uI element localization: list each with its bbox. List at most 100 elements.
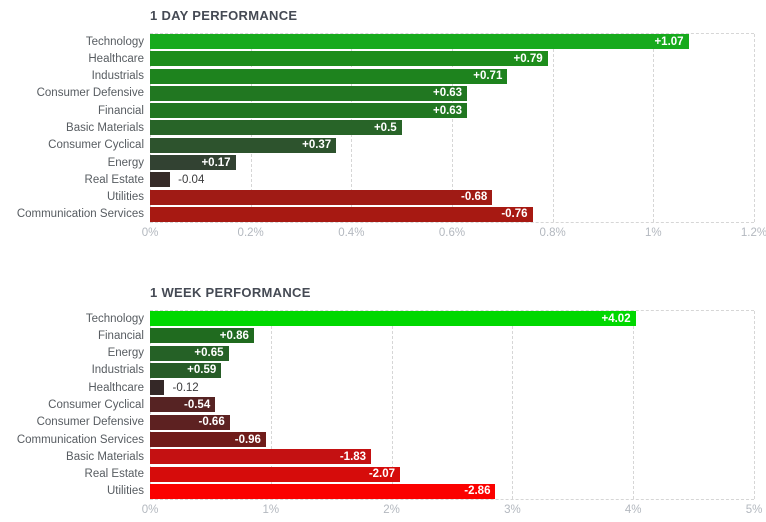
- value-label: -0.66: [198, 416, 225, 429]
- category-label: Industrials: [91, 364, 144, 377]
- bar-track: +0.65: [150, 345, 754, 361]
- performance-bar[interactable]: +0.86: [150, 328, 254, 344]
- value-label: -0.04: [178, 173, 205, 186]
- one-day-performance-chart: 1 DAY PERFORMANCE Technology +1.07 Healthc…: [0, 0, 766, 245]
- gridline: [552, 34, 554, 222]
- bar-track: -0.04: [150, 172, 754, 188]
- bar-row: Consumer Cyclical +0.37: [0, 137, 754, 153]
- category-label: Consumer Cyclical: [48, 139, 144, 152]
- value-label: +0.59: [187, 364, 217, 377]
- performance-bar[interactable]: +0.79: [150, 51, 548, 67]
- value-label: +0.37: [302, 139, 332, 152]
- bar-track: +1.07: [150, 34, 754, 49]
- bar-rows: Technology +4.02 Financial +0.86 Energy +0.65…: [0, 311, 754, 499]
- bar-track: -0.68: [150, 189, 754, 205]
- axis-tick-label: 0.6%: [438, 227, 466, 239]
- performance-bar[interactable]: +0.65: [150, 345, 229, 361]
- bar-row: Energy +0.17: [0, 155, 754, 171]
- performance-bar[interactable]: +0.17: [150, 155, 236, 171]
- category-label: Consumer Cyclical: [48, 398, 144, 411]
- performance-bar[interactable]: +0.63: [150, 103, 468, 119]
- category-label: Utilities: [106, 191, 144, 204]
- performance-bar[interactable]: +4.02: [150, 311, 636, 326]
- value-label: -0.76: [501, 208, 528, 221]
- axis-tick-label: 2%: [383, 504, 400, 516]
- value-label: -0.96: [234, 433, 261, 446]
- performance-bar[interactable]: +0.59: [150, 362, 222, 378]
- bar-track: -2.07: [150, 466, 754, 482]
- performance-bar[interactable]: -2.86: [150, 483, 496, 499]
- bar-track: +0.86: [150, 328, 754, 344]
- bar-track: -0.66: [150, 414, 754, 430]
- bar-track: -1.83: [150, 449, 754, 465]
- gridline: [452, 34, 453, 222]
- value-label: +0.63: [432, 87, 463, 100]
- performance-bar[interactable]: -1.83: [150, 449, 372, 465]
- performance-bar[interactable]: -0.76: [150, 206, 533, 222]
- bar-row: Industrials +0.71: [0, 68, 754, 84]
- bar-row: Healthcare -0.12: [0, 380, 754, 396]
- bar-row: Basic Materials +0.5: [0, 120, 754, 136]
- axis-tick-label: 3%: [504, 504, 521, 516]
- performance-bar[interactable]: [150, 380, 165, 396]
- bar-row: Industrials +0.59: [0, 362, 754, 378]
- bar-row: Energy +0.65: [0, 345, 754, 361]
- axis-tick-label: 1%: [645, 227, 662, 239]
- performance-bar[interactable]: -2.07: [150, 466, 401, 482]
- performance-bar[interactable]: -0.66: [150, 414, 230, 430]
- category-label: Utilities: [106, 485, 144, 498]
- performance-bar[interactable]: +0.5: [150, 120, 402, 136]
- one-week-performance-chart: 1 WEEK PERFORMANCE Technology +4.02 Financ…: [0, 277, 766, 522]
- gridline: [512, 311, 514, 499]
- bar-row: Financial +0.86: [0, 328, 754, 344]
- value-label: -0.12: [172, 381, 199, 394]
- performance-bar[interactable]: +0.71: [150, 68, 508, 84]
- bar-track: +4.02: [150, 311, 754, 326]
- performance-bar[interactable]: -0.54: [150, 397, 216, 413]
- bar-track: -2.86: [150, 483, 754, 499]
- category-label: Basic Materials: [66, 121, 144, 134]
- gridline: [391, 311, 393, 499]
- value-label: +0.17: [201, 156, 231, 169]
- performance-bar[interactable]: [150, 172, 171, 188]
- category-label: Consumer Defensive: [36, 416, 144, 429]
- axis-tick-label: 1.2%: [740, 227, 766, 239]
- performance-bar[interactable]: +1.07: [150, 34, 689, 49]
- axis-tick-label: 0.2%: [237, 227, 264, 239]
- performance-bar[interactable]: +0.63: [150, 85, 468, 101]
- bar-track: +0.79: [150, 51, 754, 67]
- value-label: -1.83: [339, 450, 367, 463]
- bar-row: Technology +4.02: [0, 311, 754, 326]
- category-label: Energy: [107, 156, 144, 169]
- axis-tick-label: 0.4%: [338, 227, 365, 239]
- performance-bar[interactable]: -0.96: [150, 432, 266, 448]
- bar-row: Consumer Defensive +0.63: [0, 85, 754, 101]
- value-label: +0.79: [513, 52, 543, 65]
- gridline: [270, 311, 272, 499]
- category-label: Communication Services: [16, 433, 144, 446]
- performance-bar[interactable]: -0.68: [150, 189, 493, 205]
- value-label: +0.65: [194, 347, 224, 360]
- bar-row: Communication Services -0.76: [0, 206, 754, 222]
- category-label: Financial: [97, 104, 144, 117]
- gridline: [754, 311, 755, 499]
- bar-track: +0.37: [150, 137, 754, 153]
- bar-track: +0.17: [150, 155, 754, 171]
- performance-bar[interactable]: +0.37: [150, 137, 337, 153]
- bar-track: +0.71: [150, 68, 754, 84]
- bar-row: Basic Materials -1.83: [0, 449, 754, 465]
- category-label: Communication Services: [16, 208, 144, 221]
- axis-tick-label: 4%: [624, 504, 642, 516]
- bar-row: Financial +0.63: [0, 103, 754, 119]
- chart-title: 1 DAY PERFORMANCE: [150, 8, 298, 23]
- bar-track: -0.76: [150, 206, 754, 222]
- value-label: -2.86: [464, 485, 491, 498]
- bar-track: -0.54: [150, 397, 754, 413]
- x-axis: 0% 1% 2% 3% 4% 5%: [142, 504, 763, 519]
- value-label: +4.02: [601, 312, 631, 325]
- category-label: Healthcare: [88, 52, 144, 65]
- value-label: +0.71: [473, 70, 503, 83]
- bar-row: Real Estate -0.04: [0, 172, 754, 188]
- axis-tick-label: 0.8%: [539, 227, 566, 239]
- bar-track: +0.5: [150, 120, 754, 136]
